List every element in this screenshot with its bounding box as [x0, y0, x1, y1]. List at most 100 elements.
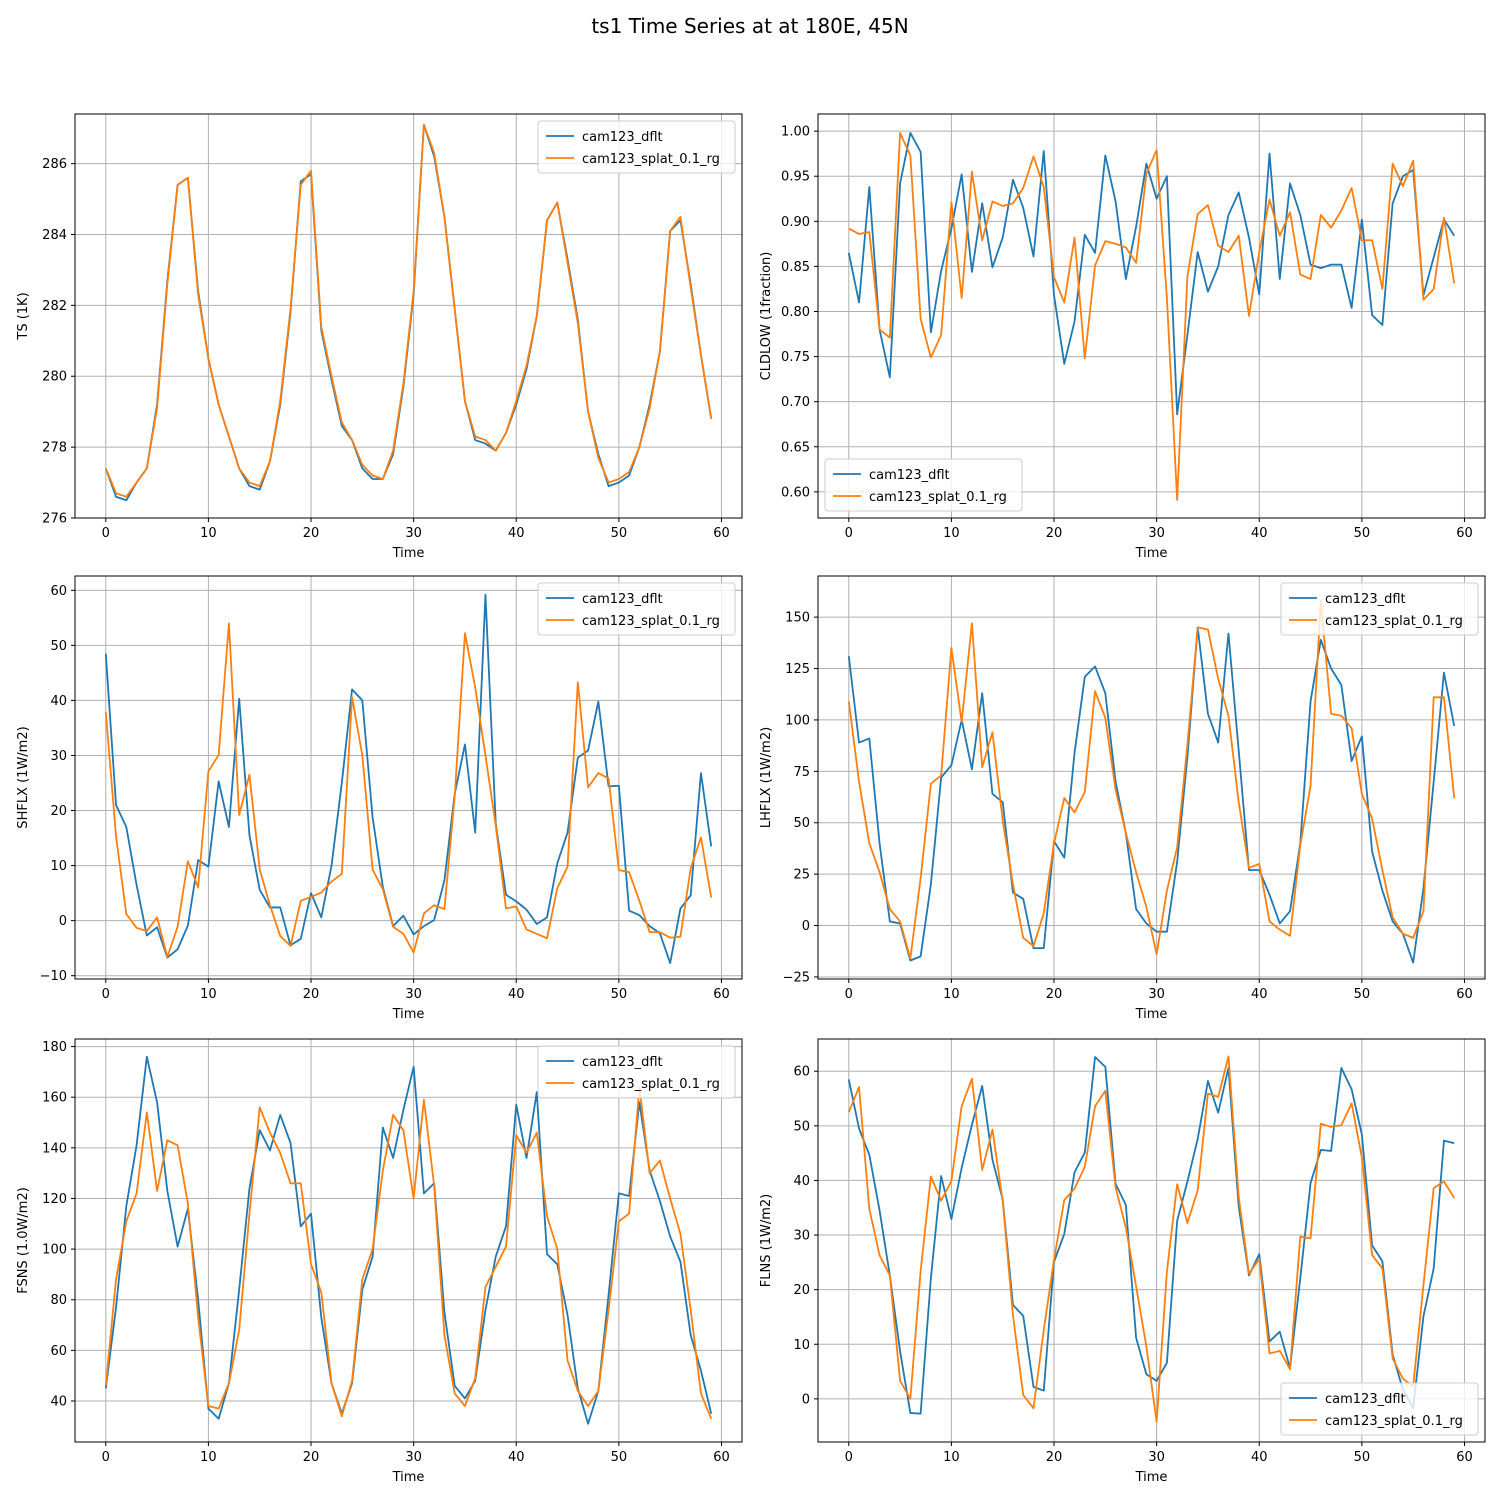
x-tick-label: 30 — [1148, 1450, 1165, 1465]
series-line-2 — [104, 123, 713, 498]
axes-frame — [74, 1038, 743, 1443]
y-axis-label: FSNS (1.0W/m2) — [16, 1187, 31, 1294]
x-axis-label: Time — [392, 1007, 425, 1022]
y-tick-label: 20 — [50, 804, 67, 819]
subplot-5: 0 10 20 30 40 50 60 40 60 80 100 120 140 160 180 Time FS… — [16, 1038, 743, 1485]
y-tick-label: 80 — [50, 1293, 67, 1308]
x-tick-label: 30 — [405, 526, 422, 541]
y-tick-label: 40 — [50, 1394, 67, 1409]
legend-label-1: cam123_dflt — [869, 468, 950, 483]
x-tick-label: 40 — [508, 1450, 525, 1465]
y-tick-label: 0.75 — [781, 350, 810, 365]
axes-frame — [817, 575, 1486, 980]
legend-label-2: cam123_splat_0.1_rg — [1325, 1414, 1463, 1429]
y-axis-label: SHFLX (1W/m2) — [16, 726, 31, 828]
subplot-3: 0 10 20 30 40 50 60 −10 0 10 20 30 40 50 60 Time SHFLX (… — [16, 575, 743, 1022]
legend: cam123_dflt cam123_splat_0.1_rg — [537, 582, 736, 636]
x-tick-label: 0 — [102, 987, 110, 1002]
x-tick-label: 0 — [845, 526, 853, 541]
axes-frame — [817, 113, 1486, 519]
x-tick-label: 20 — [1046, 987, 1063, 1002]
y-tick-label: 125 — [785, 662, 810, 677]
legend-label-2: cam123_splat_0.1_rg — [582, 152, 720, 167]
x-tick-label: 60 — [1456, 987, 1473, 1002]
y-tick-label: 50 — [793, 816, 810, 831]
x-tick-label: 30 — [405, 987, 422, 1002]
series-line-1 — [847, 626, 1456, 964]
y-tick-label: 0 — [802, 1392, 810, 1407]
y-tick-label: 160 — [42, 1091, 67, 1106]
y-tick-label: 0.95 — [781, 170, 810, 185]
x-tick-label: 40 — [1251, 1450, 1268, 1465]
y-tick-label: 0.70 — [781, 395, 810, 410]
y-tick-label: 40 — [793, 1174, 810, 1189]
y-tick-label: 10 — [793, 1338, 810, 1353]
x-tick-label: 60 — [713, 1450, 730, 1465]
y-tick-label: 140 — [42, 1141, 67, 1156]
y-tick-label: 100 — [42, 1243, 67, 1258]
y-tick-label: 150 — [785, 611, 810, 626]
legend-label-2: cam123_splat_0.1_rg — [582, 614, 720, 629]
legend-box — [537, 120, 736, 174]
x-tick-label: 40 — [1251, 526, 1268, 541]
legend-label-2: cam123_splat_0.1_rg — [869, 490, 1007, 505]
y-tick-label: 60 — [50, 1344, 67, 1359]
legend: cam123_dflt cam123_splat_0.1_rg — [824, 458, 1023, 512]
x-tick-label: 40 — [508, 526, 525, 541]
x-axis-label: Time — [1135, 1470, 1168, 1485]
legend: cam123_dflt cam123_splat_0.1_rg — [537, 120, 736, 174]
x-tick-label: 50 — [611, 1450, 628, 1465]
y-tick-label: 278 — [42, 441, 67, 456]
x-axis-label: Time — [392, 546, 425, 561]
x-tick-label: 20 — [1046, 1450, 1063, 1465]
x-tick-label: 50 — [1354, 526, 1371, 541]
y-axis-label: LHFLX (1W/m2) — [759, 727, 774, 828]
axes-frame — [74, 575, 743, 980]
legend: cam123_dflt cam123_splat_0.1_rg — [1280, 1382, 1479, 1436]
legend-label-1: cam123_dflt — [1325, 1392, 1406, 1407]
x-tick-label: 50 — [1354, 1450, 1371, 1465]
legend-label-2: cam123_splat_0.1_rg — [1325, 614, 1463, 629]
y-tick-label: 60 — [793, 1065, 810, 1080]
x-tick-label: 40 — [508, 987, 525, 1002]
series-line-2 — [848, 132, 1456, 501]
x-tick-label: 30 — [1148, 526, 1165, 541]
subplot-1: 0 10 20 30 40 50 60 276 278 280 282 284 286 Time TS (1… — [16, 113, 743, 561]
y-tick-label: 0.65 — [781, 440, 810, 455]
x-tick-label: 60 — [713, 987, 730, 1002]
legend: cam123_dflt cam123_splat_0.1_rg — [1280, 582, 1479, 636]
legend-label-2: cam123_splat_0.1_rg — [582, 1077, 720, 1092]
y-tick-label: 100 — [785, 713, 810, 728]
x-tick-label: 20 — [303, 526, 320, 541]
legend-box — [1280, 1382, 1479, 1436]
legend: cam123_dflt cam123_splat_0.1_rg — [537, 1045, 736, 1099]
y-tick-label: 30 — [793, 1229, 810, 1244]
subplot-4: 0 10 20 30 40 50 60 −25 0 25 50 75 100 125 150 Time LHFL… — [759, 575, 1486, 1022]
y-tick-label: 0 — [59, 914, 67, 929]
y-tick-label: −25 — [783, 970, 810, 985]
x-tick-label: 10 — [200, 987, 217, 1002]
x-tick-label: 0 — [845, 987, 853, 1002]
x-tick-label: 60 — [1456, 526, 1473, 541]
series-line-1 — [104, 1055, 713, 1425]
x-tick-label: 50 — [611, 526, 628, 541]
x-tick-label: 60 — [713, 526, 730, 541]
y-axis-label: TS (1K) — [16, 292, 31, 340]
y-tick-label: −10 — [40, 969, 67, 984]
y-tick-label: 50 — [793, 1119, 810, 1134]
legend-box — [537, 1045, 736, 1099]
x-tick-label: 30 — [405, 1450, 422, 1465]
x-tick-label: 50 — [611, 987, 628, 1002]
legend-label-1: cam123_dflt — [582, 1055, 663, 1070]
series-line-1 — [104, 123, 713, 502]
y-tick-label: 60 — [50, 584, 67, 599]
x-tick-label: 60 — [1456, 1450, 1473, 1465]
x-tick-label: 20 — [1046, 526, 1063, 541]
y-axis-label: FLNS (1W/m2) — [759, 1194, 774, 1287]
y-tick-label: 0.80 — [781, 305, 810, 320]
x-tick-label: 40 — [1251, 987, 1268, 1002]
series-line-2 — [847, 1055, 1455, 1423]
axes-frame — [817, 1038, 1486, 1443]
x-tick-label: 10 — [943, 987, 960, 1002]
